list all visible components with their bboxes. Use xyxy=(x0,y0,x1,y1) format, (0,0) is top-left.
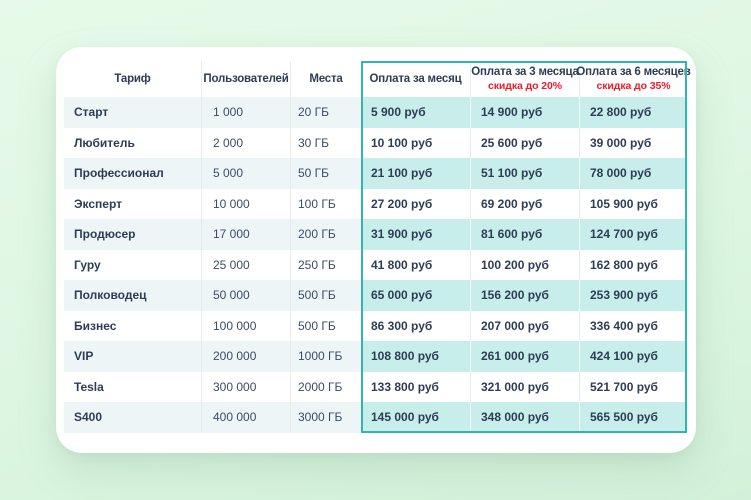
users-cell: 300 000 xyxy=(201,371,290,402)
price-6-months-cell: 424 100 руб xyxy=(579,341,687,372)
price-6-months-cell: 253 900 руб xyxy=(579,280,687,311)
price-month-cell: 21 100 руб xyxy=(361,158,470,189)
table-row: Профессионал 5 000 50 ГБ 21 100 руб 51 1… xyxy=(64,158,687,189)
price-month-cell: 133 800 руб xyxy=(371,379,439,394)
tariff-cell: VIP xyxy=(64,341,201,372)
price-month-cell: 5 900 руб xyxy=(361,97,470,128)
storage-cell: 20 ГБ xyxy=(290,97,361,128)
users-cell: 2 000 xyxy=(201,127,290,158)
table-row: S400 400 000 3000 ГБ 145 000 руб 348 000… xyxy=(64,402,687,433)
storage-cell: 100 ГБ xyxy=(290,188,361,219)
table-row: Продюсер 17 000 200 ГБ 31 900 руб 81 600… xyxy=(64,219,687,250)
storage-cell: 2000 ГБ xyxy=(290,371,361,402)
tariff-cell: Гуру xyxy=(74,257,101,272)
price-6-months-cell: 22 800 руб xyxy=(579,97,687,128)
users-cell: 17 000 xyxy=(201,219,290,250)
users-cell: 200 000 xyxy=(201,341,290,372)
price-6-months-cell: 124 700 руб xyxy=(579,219,687,250)
users-cell: 1 000 xyxy=(201,97,290,128)
storage-cell: 200 ГБ xyxy=(290,219,361,250)
price-3-months-cell: 261 000 руб xyxy=(470,341,579,372)
users-cell: 5 000 xyxy=(201,158,290,189)
price-6-months-cell: 39 000 руб xyxy=(579,127,687,158)
column-header-price-3-months: Оплата за 3 месяца скидка до 20% xyxy=(470,61,579,97)
storage-cell: 1000 ГБ xyxy=(290,341,361,372)
tariff-cell: Любитель xyxy=(74,135,135,150)
column-header-label: Места xyxy=(309,73,343,85)
price-3-months-cell: 207 000 руб xyxy=(470,310,579,341)
tariff-cell: Бизнес xyxy=(74,318,117,333)
users-cell: 100 000 xyxy=(201,310,290,341)
price-month-cell: 41 800 руб xyxy=(371,257,433,272)
table-row: Бизнес 100 000 500 ГБ 86 300 руб 207 000… xyxy=(64,310,687,341)
column-header-tariff: Тариф xyxy=(64,61,201,97)
pricing-card: Тариф Пользователей Места Оплата за меся… xyxy=(56,47,696,453)
price-3-months-cell: 321 000 руб xyxy=(470,371,579,402)
discount-note-35: скидка до 35% xyxy=(596,80,671,92)
column-header-label: Пользователей xyxy=(203,73,289,85)
price-3-months-cell: 69 200 руб xyxy=(470,188,579,219)
tariff-cell: S400 xyxy=(64,402,201,433)
storage-cell: 250 ГБ xyxy=(290,249,361,280)
price-6-months-cell: 521 700 руб xyxy=(579,371,687,402)
column-header-label: Оплата за 3 месяца xyxy=(471,66,579,78)
price-month-cell: 31 900 руб xyxy=(361,219,470,250)
price-3-months-cell: 100 200 руб xyxy=(470,249,579,280)
price-month-cell: 145 000 руб xyxy=(361,402,470,433)
table-header-row: Тариф Пользователей Места Оплата за меся… xyxy=(64,61,691,97)
column-header-label: Тариф xyxy=(114,73,151,85)
price-3-months-cell: 14 900 руб xyxy=(470,97,579,128)
tariff-cell: Продюсер xyxy=(64,219,201,250)
price-month-cell: 27 200 руб xyxy=(371,196,433,211)
column-header-price-6-months: Оплата за 6 месяцев скидка до 35% xyxy=(576,61,691,97)
tariff-cell: Старт xyxy=(64,97,201,128)
table-row: Любитель 2 000 30 ГБ 10 100 руб 25 600 р… xyxy=(64,127,687,158)
price-6-months-cell: 162 800 руб xyxy=(579,249,687,280)
column-header-price-month: Оплата за месяц xyxy=(361,61,470,97)
users-cell: 50 000 xyxy=(201,280,290,311)
tariff-cell: Tesla xyxy=(74,379,104,394)
table-row: Старт 1 000 20 ГБ 5 900 руб 14 900 руб 2… xyxy=(64,97,687,128)
price-3-months-cell: 81 600 руб xyxy=(470,219,579,250)
tariff-cell: Полководец xyxy=(64,280,201,311)
price-month-cell: 65 000 руб xyxy=(361,280,470,311)
price-3-months-cell: 156 200 руб xyxy=(470,280,579,311)
table-row: Полководец 50 000 500 ГБ 65 000 руб 156 … xyxy=(64,280,687,311)
users-cell: 400 000 xyxy=(201,402,290,433)
column-header-label: Оплата за месяц xyxy=(369,73,462,85)
table-row: Гуру 25 000 250 ГБ 41 800 руб 100 200 ру… xyxy=(64,249,687,280)
table-row: Эксперт 10 000 100 ГБ 27 200 руб 69 200 … xyxy=(64,188,687,219)
price-3-months-cell: 51 100 руб xyxy=(470,158,579,189)
storage-cell: 50 ГБ xyxy=(290,158,361,189)
price-month-cell: 86 300 руб xyxy=(371,318,433,333)
price-3-months-cell: 348 000 руб xyxy=(470,402,579,433)
storage-cell: 3000 ГБ xyxy=(290,402,361,433)
users-cell: 25 000 xyxy=(201,249,290,280)
price-month-cell: 108 800 руб xyxy=(361,341,470,372)
storage-cell: 500 ГБ xyxy=(290,310,361,341)
price-6-months-cell: 336 400 руб xyxy=(579,310,687,341)
price-3-months-cell: 25 600 руб xyxy=(470,127,579,158)
pricing-table: Тариф Пользователей Места Оплата за меся… xyxy=(64,61,691,433)
tariff-cell: Эксперт xyxy=(74,196,123,211)
column-header-storage: Места xyxy=(290,61,361,97)
table-body: Старт 1 000 20 ГБ 5 900 руб 14 900 руб 2… xyxy=(64,97,687,433)
table-row: VIP 200 000 1000 ГБ 108 800 руб 261 000 … xyxy=(64,341,687,372)
storage-cell: 30 ГБ xyxy=(290,127,361,158)
table-row: Tesla 300 000 2000 ГБ 133 800 руб 321 00… xyxy=(64,371,687,402)
column-header-label: Оплата за 6 месяцев xyxy=(576,66,691,78)
users-cell: 10 000 xyxy=(201,188,290,219)
price-month-cell: 10 100 руб xyxy=(371,135,433,150)
tariff-cell: Профессионал xyxy=(64,158,201,189)
storage-cell: 500 ГБ xyxy=(290,280,361,311)
price-6-months-cell: 105 900 руб xyxy=(579,188,687,219)
price-6-months-cell: 78 000 руб xyxy=(579,158,687,189)
column-header-users: Пользователей xyxy=(201,61,290,97)
price-6-months-cell: 565 500 руб xyxy=(579,402,687,433)
discount-note-20: скидка до 20% xyxy=(488,80,562,92)
